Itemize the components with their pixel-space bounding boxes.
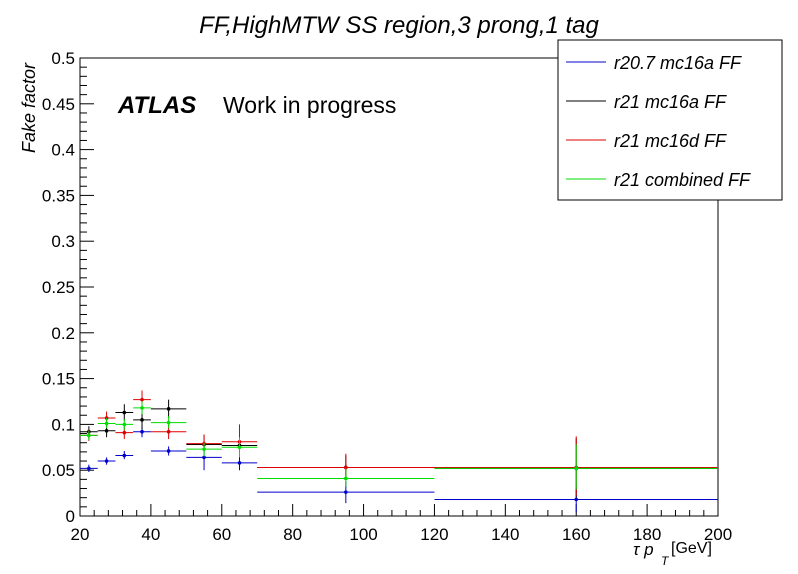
legend-label: r21 combined FF xyxy=(614,170,751,190)
x-tick-label: 140 xyxy=(491,525,519,544)
data-point xyxy=(122,453,127,458)
legend-label: r21 mc16d FF xyxy=(614,131,727,151)
data-point xyxy=(574,497,579,502)
x-tick-label: 60 xyxy=(212,525,231,544)
data-point xyxy=(104,429,109,433)
data-point xyxy=(574,466,579,471)
data-point xyxy=(140,429,144,434)
y-tick-label: 0.45 xyxy=(42,95,75,114)
y-tick-label: 0.5 xyxy=(51,49,75,68)
x-axis-label-unit: [GeV] xyxy=(671,540,712,557)
legend-label: r21 mc16a FF xyxy=(614,92,727,112)
y-tick-label: 0.35 xyxy=(42,186,75,205)
data-point xyxy=(140,406,144,410)
data-point xyxy=(140,418,144,422)
data-point xyxy=(87,466,91,471)
data-point xyxy=(122,430,127,435)
data-point xyxy=(140,397,144,402)
y-tick-label: 0.25 xyxy=(42,278,75,297)
data-point xyxy=(87,433,91,438)
work-in-progress-label: Work in progress xyxy=(223,92,396,118)
data-point xyxy=(104,421,109,426)
x-tick-label: 200 xyxy=(704,525,732,544)
x-tick-label: 120 xyxy=(420,525,448,544)
legend: r20.7 mc16a FF r21 mc16a FF r21 mc16d FF r2… xyxy=(557,39,783,201)
x-axis-label-subscript: T xyxy=(661,554,670,568)
x-tick-label: 40 xyxy=(141,525,160,544)
x-tick-label: 20 xyxy=(71,525,90,544)
data-point xyxy=(166,429,171,434)
data-point xyxy=(122,410,127,415)
y-tick-label: 0.1 xyxy=(51,415,75,434)
x-tick-label: 160 xyxy=(562,525,590,544)
series-layer xyxy=(80,390,718,513)
x-axis-label: τ p T [GeV] xyxy=(633,540,712,568)
y-axis: 0 0.05 0.1 0.15 0.2 0.25 0.3 0.35 0.4 0.45 0.5 xyxy=(42,49,94,526)
data-point xyxy=(122,422,127,427)
data-point xyxy=(202,455,206,460)
y-tick-label: 0.05 xyxy=(42,461,75,480)
data-point xyxy=(166,420,171,425)
atlas-label: ATLAS xyxy=(117,92,196,119)
series-r21-mc16a-ff xyxy=(80,399,718,498)
atlas-annotation: ATLAS Work in progress xyxy=(117,92,396,119)
series-r21-combined-ff xyxy=(80,401,718,490)
legend-label: r20.7 mc16a FF xyxy=(614,53,742,73)
data-point xyxy=(202,447,206,451)
y-tick-label: 0.2 xyxy=(51,324,75,343)
data-point xyxy=(344,490,348,494)
y-tick-label: 0.15 xyxy=(42,370,75,389)
y-tick-label: 0 xyxy=(66,507,75,526)
data-point xyxy=(344,465,348,470)
x-tick-label: 80 xyxy=(283,525,302,544)
data-point xyxy=(166,407,171,411)
x-tick-label: 180 xyxy=(633,525,661,544)
y-tick-label: 0.4 xyxy=(51,141,75,160)
y-tick-label: 0.3 xyxy=(51,232,75,251)
x-tick-label: 100 xyxy=(349,525,377,544)
data-point xyxy=(344,476,348,481)
series-r21-mc16d-ff xyxy=(80,390,718,496)
data-point xyxy=(166,449,171,453)
data-point xyxy=(237,445,242,450)
data-point xyxy=(104,459,109,463)
legend-box xyxy=(557,39,783,201)
legend-entries: r20.7 mc16a FF r21 mc16a FF r21 mc16d FF r2… xyxy=(566,53,751,190)
x-axis: 20 40 60 80 100 120 140 160 180 200 xyxy=(71,504,732,544)
data-point xyxy=(237,461,242,465)
chart-title: FF,HighMTW SS region,3 prong,1 tag xyxy=(199,12,599,39)
x-axis-label-prefix: τ p xyxy=(633,540,654,559)
y-axis-label: Fake factor xyxy=(19,62,39,153)
